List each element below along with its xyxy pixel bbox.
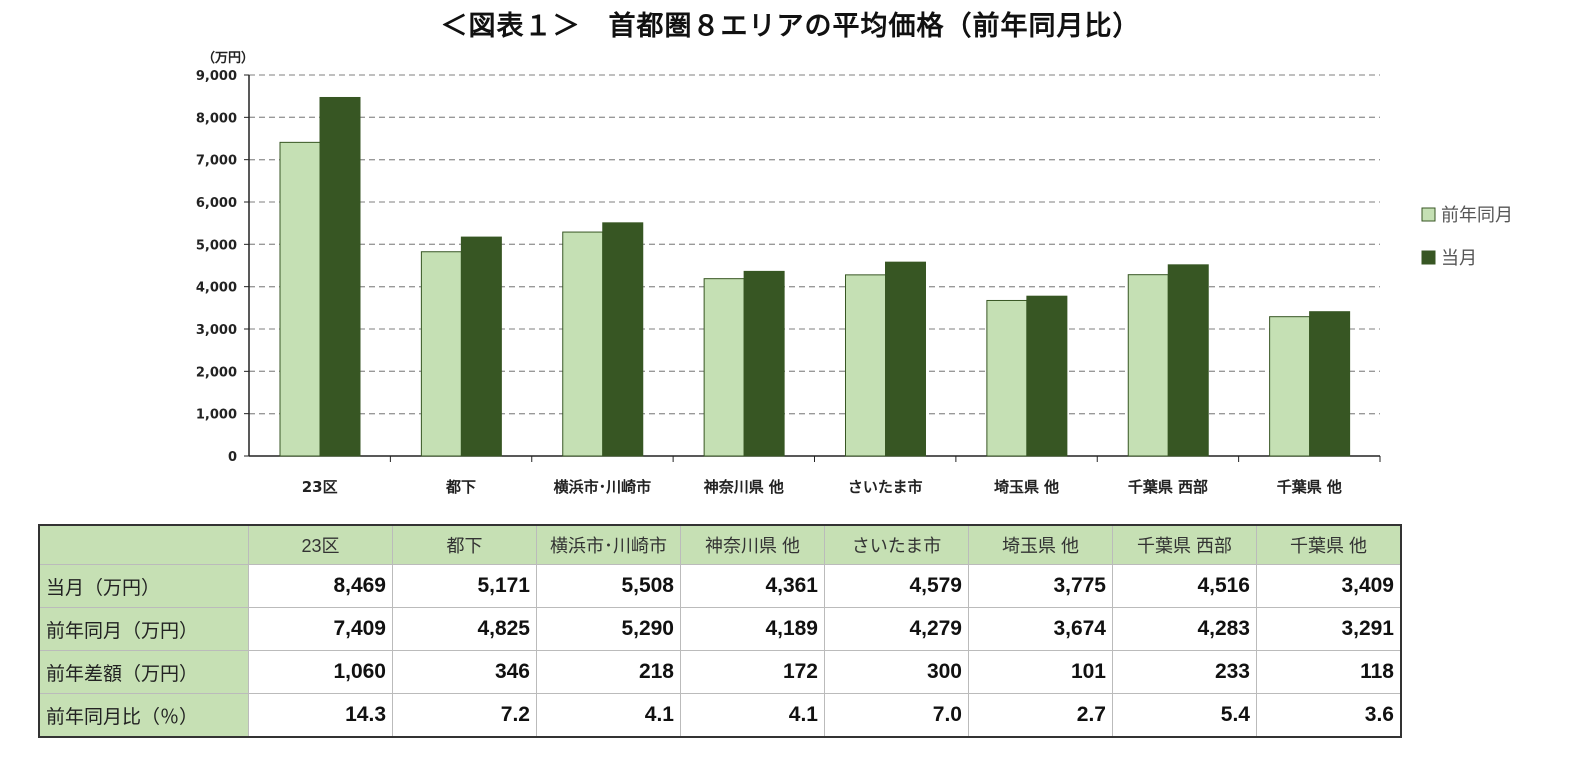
- row-label: 当月（万円）: [38, 564, 249, 608]
- table-row: 当月（万円） 8,469 5,171 5,508 4,361 4,579 3,775 4,51…: [38, 564, 1402, 608]
- bar-current: [319, 96, 361, 457]
- table-cell: 5,290: [536, 607, 681, 651]
- bar-current: [885, 261, 926, 457]
- column-header: 神奈川県 他: [680, 524, 825, 565]
- y-tick-label: 1,000: [196, 408, 237, 423]
- row-label: 前年同月比（％）: [38, 693, 249, 738]
- column-header: 埼玉県 他: [968, 524, 1113, 565]
- table-cell: 300: [824, 650, 969, 694]
- chart-title: ＜図表１＞ 首都圏８エリアの平均価格（前年同月比）: [440, 11, 1141, 42]
- bar-chart: （万円） 0 1,000 2,000 3,000 4,000 5,000 6,000 7,000…: [196, 50, 1513, 496]
- table-cell: 1,060: [248, 650, 393, 694]
- bar-prev-year: [986, 299, 1028, 457]
- table-cell: 233: [1112, 650, 1257, 694]
- table-cell: 5,508: [536, 564, 681, 608]
- x-tick-label: 神奈川県 他: [704, 478, 784, 496]
- table-cell: 7.2: [392, 693, 537, 738]
- y-tick-label: 4,000: [196, 281, 237, 296]
- column-header: 23区: [248, 524, 393, 565]
- table-cell: 8,469: [248, 564, 393, 608]
- column-header: さいたま市: [824, 524, 969, 565]
- bar-prev-year: [562, 231, 604, 457]
- table-cell: 3.6: [1256, 693, 1402, 738]
- row-label: 前年差額（万円）: [38, 650, 249, 694]
- bar-prev-year: [420, 251, 462, 457]
- table-header-row: 23区 都下 横浜市･川崎市 神奈川県 他さいたま市 埼玉県 他千葉県 西部 千葉県 他: [38, 524, 1402, 565]
- bar-prev-year: [1127, 274, 1169, 457]
- table-row: 前年同月（万円） 7,409 4,825 5,290 4,189 4,279 3,674 4,…: [38, 607, 1402, 651]
- column-header: 横浜市･川崎市: [536, 524, 681, 565]
- y-tick-label: 6,000: [196, 196, 237, 211]
- y-tick-label: 8,000: [196, 111, 237, 126]
- table-cell: 4,279: [824, 607, 969, 651]
- x-tick-label: 23区: [302, 478, 338, 496]
- bar-prev-year: [1269, 316, 1311, 457]
- table-cell: 4.1: [536, 693, 681, 738]
- table-cell: 4,283: [1112, 607, 1257, 651]
- table-cell: 172: [680, 650, 825, 694]
- y-tick-label: 0: [228, 450, 237, 465]
- table-cell: 4,579: [824, 564, 969, 608]
- table-cell: 7.0: [824, 693, 969, 738]
- x-tick-label: 都下: [445, 478, 476, 496]
- table-cell: 14.3: [248, 693, 393, 738]
- table-cell: 118: [1256, 650, 1402, 694]
- bar-prev-year: [279, 141, 321, 457]
- column-header: 都下: [392, 524, 537, 565]
- y-axis-label: （万円）: [202, 50, 254, 66]
- x-tick-label: 千葉県 他: [1277, 478, 1342, 496]
- bar-current: [1309, 311, 1351, 457]
- table-cell: 101: [968, 650, 1113, 694]
- y-tick-label: 9,000: [196, 69, 237, 84]
- bar-current: [743, 270, 785, 457]
- bar-prev-year: [703, 278, 745, 457]
- x-tick-label: 埼玉県 他: [994, 478, 1059, 496]
- table-cell: 5,171: [392, 564, 537, 608]
- table-cell: 2.7: [968, 693, 1113, 738]
- column-header: [38, 524, 249, 565]
- table-cell: 4,189: [680, 607, 825, 651]
- table-cell: 4,361: [680, 564, 825, 608]
- table-cell: 3,775: [968, 564, 1113, 608]
- table-cell: 3,409: [1256, 564, 1402, 608]
- table-cell: 3,674: [968, 607, 1113, 651]
- column-header: 千葉県 他: [1256, 524, 1402, 565]
- y-tick-label: 2,000: [196, 365, 237, 380]
- y-tick-label: 3,000: [196, 323, 237, 338]
- table-cell: 218: [536, 650, 681, 694]
- bar-current: [1026, 295, 1068, 457]
- table-cell: 5.4: [1112, 693, 1257, 738]
- data-table: 23区 都下 横浜市･川崎市 神奈川県 他さいたま市 埼玉県 他千葉県 西部 千葉県 他当…: [38, 524, 1402, 738]
- x-tick-label: 横浜市･川崎市: [554, 478, 652, 496]
- y-tick-label: 5,000: [196, 238, 237, 253]
- row-label: 前年同月（万円）: [38, 607, 249, 651]
- bar-current: [602, 222, 644, 457]
- x-tick-label: 千葉県 西部: [1128, 478, 1208, 496]
- table-row: 前年同月比（％） 14.3 7.2 4.1 4.1 7.0 2.7 5.4 3.6: [38, 693, 1402, 738]
- bar-current: [460, 236, 502, 457]
- table-cell: 4,516: [1112, 564, 1257, 608]
- x-tick-label: さいたま市: [848, 478, 923, 496]
- table-cell: 7,409: [248, 607, 393, 651]
- y-tick-label: 7,000: [196, 154, 237, 169]
- table-cell: 4.1: [680, 693, 825, 738]
- legend-label: 当月: [1441, 248, 1477, 269]
- table-cell: 4,825: [392, 607, 537, 651]
- bar-current: [1167, 264, 1209, 457]
- legend-swatch: [1421, 250, 1436, 265]
- legend-label: 前年同月: [1441, 205, 1513, 226]
- table-cell: 346: [392, 650, 537, 694]
- table-cell: 3,291: [1256, 607, 1402, 651]
- bar-prev-year: [845, 274, 886, 457]
- column-header: 千葉県 西部: [1112, 524, 1257, 565]
- legend-swatch: [1421, 207, 1436, 222]
- table-row: 前年差額（万円） 1,060 346 218 172 300 101 233 118: [38, 650, 1402, 694]
